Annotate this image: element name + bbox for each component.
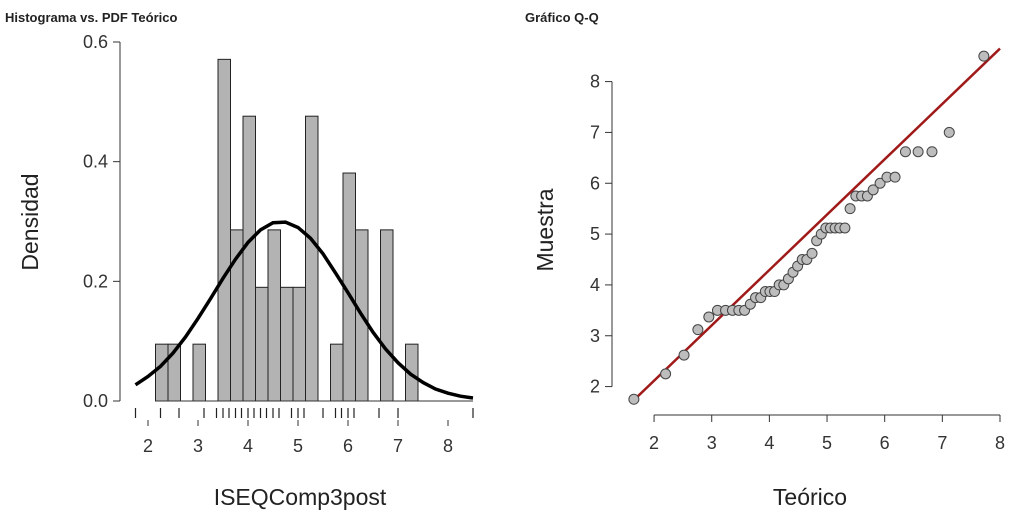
bar: [267, 229, 281, 402]
point: [978, 50, 990, 62]
point: [703, 311, 715, 323]
x-tick-label: 2: [649, 433, 659, 453]
x-tick-label: 6: [343, 436, 353, 456]
plot-area: [628, 47, 1001, 405]
point: [926, 146, 938, 158]
bar: [192, 343, 206, 402]
point: [692, 324, 704, 336]
y-tick-label: 6: [590, 173, 600, 193]
point: [660, 368, 672, 380]
density-curve: [134, 220, 474, 400]
y-tick-label: 2: [590, 377, 600, 397]
x-axis-title: Teórico: [773, 484, 847, 510]
y-tick-label: 3: [590, 326, 600, 346]
x-axis-title: ISEQComp3post: [214, 484, 387, 510]
x-tick-label: 5: [293, 436, 303, 456]
bar: [155, 343, 169, 402]
y-tick-label: 0.4: [83, 152, 108, 172]
bar: [330, 343, 344, 402]
y-axis-title: Densidad: [17, 173, 43, 270]
x-tick-label: 4: [764, 433, 774, 453]
bar: [242, 115, 256, 402]
chart-title: Gráfico Q-Q: [525, 10, 599, 25]
x-tick-label: 6: [880, 433, 890, 453]
x-tick-label: 5: [822, 433, 832, 453]
y-tick-label: 7: [590, 122, 600, 142]
y-tick-label: 4: [590, 275, 600, 295]
y-tick-label: 8: [590, 72, 600, 92]
point: [899, 146, 911, 158]
point: [844, 203, 856, 215]
x-tick-label: 8: [995, 433, 1005, 453]
bar: [380, 229, 394, 402]
x-tick-label: 2: [143, 436, 153, 456]
bar: [280, 286, 294, 402]
point: [889, 171, 901, 183]
y-tick-label: 0.6: [83, 32, 108, 52]
x-tick-label: 7: [393, 436, 403, 456]
point: [874, 177, 886, 189]
y-axis-title: Muestra: [532, 188, 558, 271]
chart-title: Histograma vs. PDF Teórico: [5, 10, 177, 25]
y-tick-label: 5: [590, 224, 600, 244]
reference-line: [630, 47, 1001, 404]
x-tick-label: 7: [937, 433, 947, 453]
point: [867, 184, 879, 196]
y-tick-label: 0.0: [83, 391, 108, 411]
x-tick-label: 3: [193, 436, 203, 456]
x-tick-label: 4: [243, 436, 253, 456]
bar: [255, 286, 269, 402]
point: [628, 393, 640, 405]
point: [678, 349, 690, 361]
x-tick-label: 8: [443, 436, 453, 456]
y-tick-label: 0.2: [83, 271, 108, 291]
point: [943, 126, 955, 138]
x-tick-label: 3: [707, 433, 717, 453]
point: [839, 222, 851, 234]
point: [912, 146, 924, 158]
bar: [217, 58, 231, 402]
point: [806, 247, 818, 259]
bar: [292, 286, 306, 402]
bar: [305, 115, 319, 402]
